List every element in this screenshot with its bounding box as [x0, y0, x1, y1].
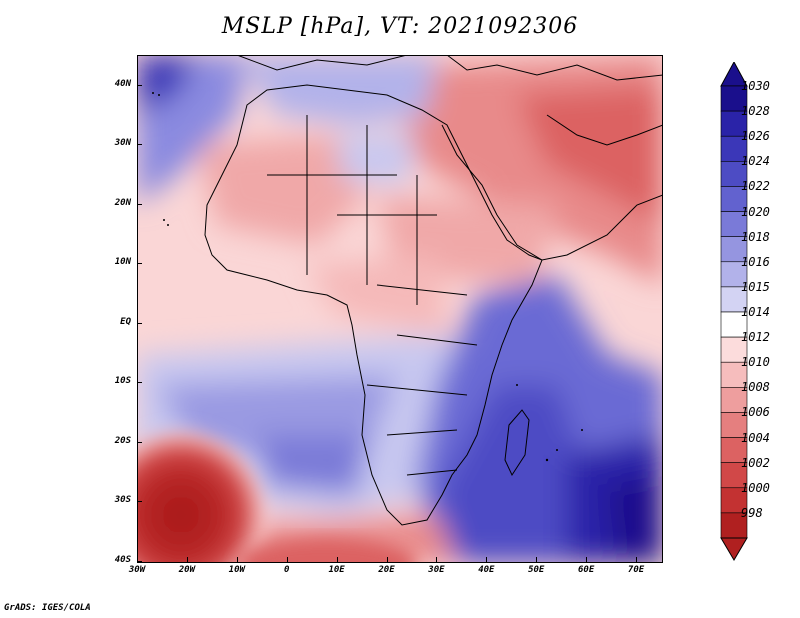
lat-tick [137, 441, 142, 443]
lon-label-20W: 20W [178, 565, 196, 575]
lon-tick [536, 557, 538, 562]
islands [152, 92, 583, 462]
mslp-map [137, 55, 663, 563]
lon-tick [436, 557, 438, 562]
colorbar-label: 1002 [741, 455, 770, 470]
lat-tick [137, 84, 142, 86]
lat-tick [137, 501, 142, 503]
colorbar-label: 1012 [741, 330, 770, 345]
lon-tick [137, 557, 138, 562]
colorbar-label: 1000 [741, 480, 770, 495]
colorbar-bottom-arrow [720, 537, 748, 561]
lat-label-40S: 40S [114, 555, 131, 565]
lon-tick [586, 557, 588, 562]
lon-label-30W: 30W [128, 565, 146, 575]
colorbar-swatch [720, 336, 748, 363]
colorbar-swatch [720, 462, 748, 489]
colorbar [720, 62, 748, 561]
lon-label-40E: 40E [478, 565, 495, 575]
lon-label-60E: 60E [578, 565, 595, 575]
colorbar-swatch [720, 361, 748, 388]
grads-credit: GrADS: IGES/COLA [4, 603, 91, 613]
colorbar-swatch [720, 161, 748, 187]
colorbar-swatch [720, 211, 748, 237]
lat-label-40N: 40N [114, 78, 131, 89]
lat-tick [137, 382, 142, 384]
lat-label-30N: 30N [114, 138, 131, 149]
colorbar-label: 1028 [741, 104, 770, 119]
lat-label-10N: 10N [114, 257, 131, 268]
lon-tick [186, 557, 188, 562]
colorbar-swatch [720, 186, 748, 212]
lon-label-20E: 20E [378, 565, 395, 575]
mslp-field [137, 55, 663, 563]
lon-label-0: 0 [283, 565, 290, 575]
colorbar-swatch [720, 437, 748, 463]
lon-label-30E: 30E [428, 565, 445, 575]
colorbar-label: 1015 [741, 279, 770, 294]
lat-tick [137, 144, 142, 146]
colorbar-label: 1020 [741, 204, 770, 219]
lat-tick [137, 322, 142, 324]
colorbar-swatch [720, 85, 748, 112]
lat-label-10S: 10S [114, 376, 131, 387]
map-title: MSLP [hPa], VT: 2021092306 [221, 14, 579, 39]
colorbar-label: 1030 [741, 79, 770, 93]
lon-tick [386, 557, 388, 562]
lon-label-10E: 10E [328, 565, 345, 575]
colorbar-swatch [720, 487, 748, 514]
colorbar-label: 1010 [741, 355, 770, 370]
colorbar-swatch [720, 236, 748, 263]
colorbar-label: 1016 [741, 254, 770, 269]
lon-label-70E: 70E [627, 565, 645, 575]
lat-label-EQ: EQ [120, 316, 131, 327]
colorbar-swatch [720, 110, 748, 137]
colorbar-label: 1022 [741, 179, 770, 194]
lon-tick [636, 557, 638, 562]
colorbar-swatch [720, 135, 748, 162]
lon-tick [336, 557, 338, 562]
colorbar-swatch [720, 387, 748, 413]
lon-tick [486, 557, 488, 562]
coastline [204, 55, 663, 526]
lon-tick [286, 557, 288, 562]
colorbar-label: 1024 [741, 154, 770, 169]
lat-label-30S: 30S [114, 495, 131, 506]
lat-tick [137, 263, 142, 265]
colorbar-label: 1006 [741, 405, 770, 420]
colorbar-label: 1018 [741, 229, 770, 244]
lat-label-20S: 20S [114, 435, 131, 446]
colorbar-label: 1026 [741, 129, 770, 144]
colorbar-swatch [720, 412, 748, 438]
lon-label-10W: 10W [228, 565, 245, 575]
lat-tick [137, 561, 142, 562]
lon-label-50E: 50E [528, 565, 545, 575]
lat-label-20N: 20N [114, 197, 131, 208]
colorbar-swatch [720, 311, 748, 338]
lat-tick [137, 203, 142, 205]
colorbar-label: 1004 [741, 430, 770, 445]
colorbar-swatch [720, 261, 748, 288]
colorbar-label: 1014 [741, 305, 770, 319]
colorbar-label: 1008 [741, 380, 770, 395]
colorbar-label: 998 [741, 505, 763, 520]
lon-tick [236, 557, 238, 562]
